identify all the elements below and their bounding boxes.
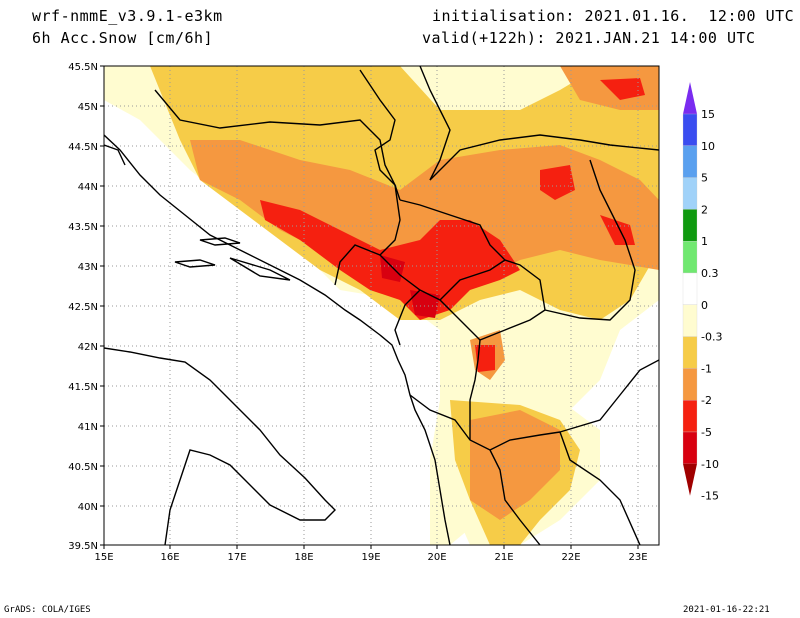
colorbar-box — [682, 368, 698, 401]
lat-label: 39.5N — [68, 541, 98, 552]
lat-label: 44.5N — [68, 142, 98, 153]
lon-label: 21E — [494, 552, 513, 563]
colorbar-label: 0 — [701, 299, 708, 312]
footer-credit: GrADS: COLA/IGES — [4, 605, 91, 615]
field-title: 6h Acc.Snow [cm/6h] — [32, 29, 214, 47]
init-time: initialisation: 2021.01.16. 12:00 UTC — [432, 7, 795, 25]
colorbar-box — [682, 304, 698, 337]
model-title: wrf-nmmE_v3.9.1-e3km — [32, 7, 223, 25]
colorbar-box — [682, 113, 698, 146]
colorbar-arrow-top — [683, 82, 697, 114]
lat-label: 43.5N — [68, 222, 98, 233]
colorbar-box — [682, 336, 698, 369]
colorbar-label: 2 — [701, 203, 708, 216]
colorbar-box — [682, 209, 698, 242]
colorbar-label: 0.3 — [701, 267, 719, 280]
lon-label: 19E — [361, 552, 380, 563]
lat-label: 45.5N — [68, 62, 98, 73]
colorbar-label: -15 — [701, 490, 719, 503]
lat-ticks — [100, 65, 104, 546]
colorbar-box — [682, 145, 698, 178]
colorbar-label: 1 — [701, 235, 708, 248]
colorbar-box — [682, 177, 698, 210]
lon-labels: 15E 16E 17E 18E 19E 20E 21E 22E 23E — [94, 552, 647, 563]
colorbar: 15 10 5 2 1 0.3 0 -0.3 -1 -2 -5 -10 -15 — [682, 82, 722, 503]
lat-label: 43N — [78, 262, 98, 273]
lat-label: 40N — [78, 502, 98, 513]
lat-label: 42N — [78, 342, 98, 353]
colorbar-box — [682, 272, 698, 305]
colorbar-label: -5 — [701, 426, 712, 439]
lon-label: 22E — [561, 552, 580, 563]
footer-timestamp: 2021-01-16-22:21 — [683, 605, 770, 615]
valid-time: valid(+122h): 2021.JAN.21 14:00 UTC — [422, 29, 756, 47]
colorbar-box — [682, 400, 698, 433]
lon-label: 23E — [628, 552, 647, 563]
lon-label: 15E — [94, 552, 113, 563]
lon-label: 18E — [294, 552, 313, 563]
snowfall-field — [104, 66, 659, 545]
colorbar-label: 5 — [701, 172, 708, 185]
colorbar-label: -0.3 — [701, 331, 722, 344]
lat-labels: 45.5N 45N 44.5N 44N 43.5N 43N 42.5N 42N … — [68, 62, 98, 552]
colorbar-label: 15 — [701, 108, 715, 121]
colorbar-box — [682, 431, 698, 464]
colorbar-label: 10 — [701, 140, 715, 153]
colorbar-arrow-bottom — [683, 463, 697, 496]
colorbar-label: -2 — [701, 394, 712, 407]
colorbar-label: -10 — [701, 458, 719, 471]
colorbar-box — [682, 241, 698, 274]
lat-label: 42.5N — [68, 302, 98, 313]
colorbar-label: -1 — [701, 362, 712, 375]
lon-label: 20E — [427, 552, 446, 563]
lon-label: 17E — [227, 552, 246, 563]
coastlines-borders — [104, 66, 659, 545]
lon-ticks — [103, 545, 639, 549]
lon-label: 16E — [160, 552, 179, 563]
lat-label: 41N — [78, 422, 98, 433]
lat-label: 44N — [78, 182, 98, 193]
lat-label: 41.5N — [68, 382, 98, 393]
lat-label: 45N — [78, 102, 98, 113]
lat-label: 40.5N — [68, 462, 98, 473]
